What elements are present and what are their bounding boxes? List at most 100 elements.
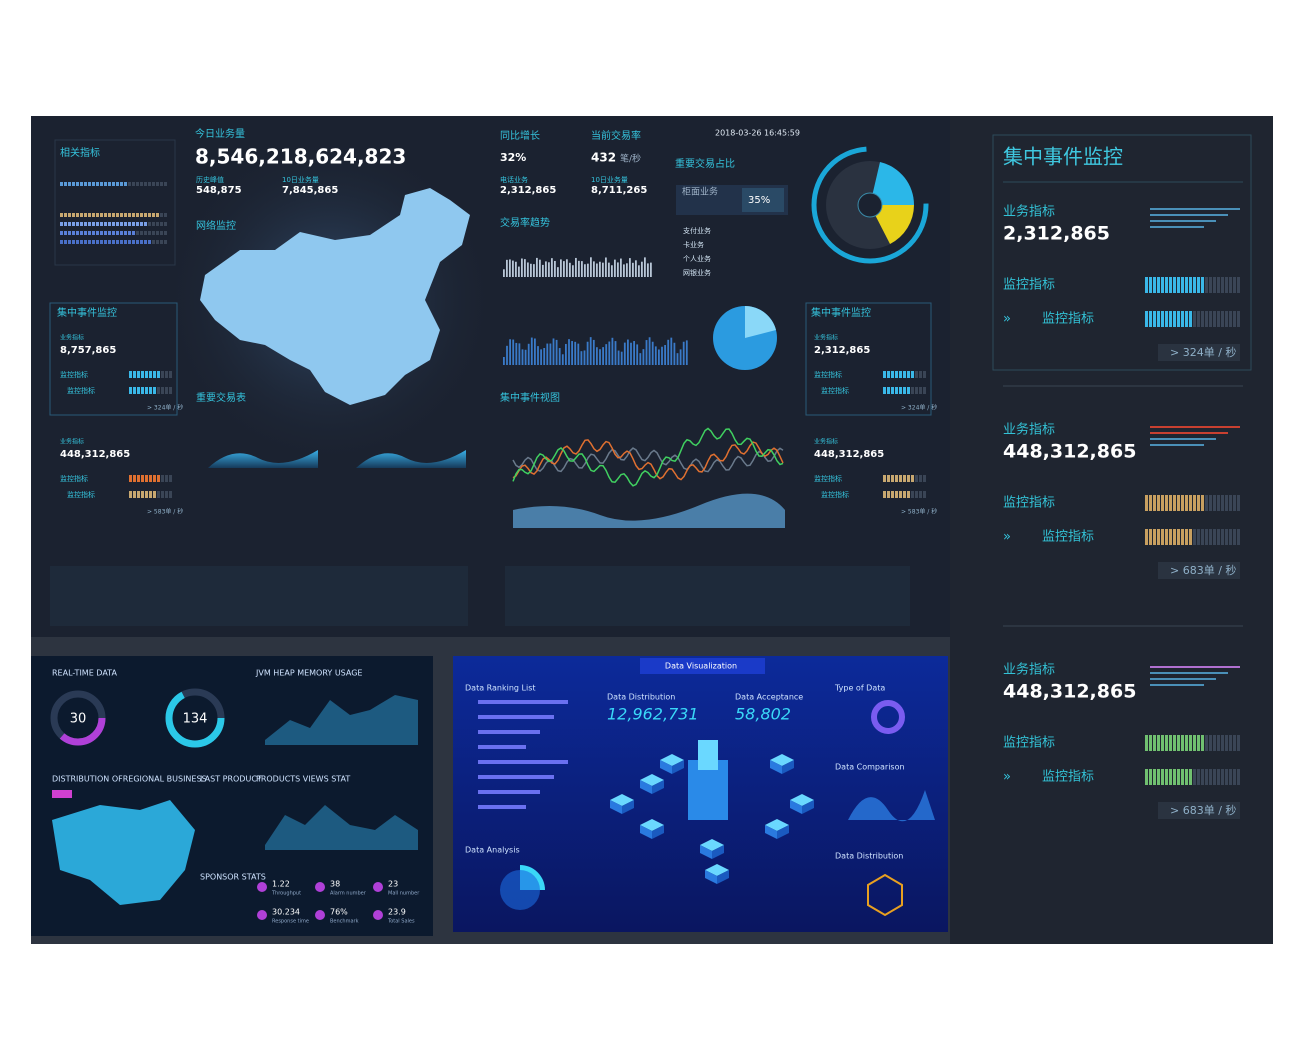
bar-segment	[120, 231, 123, 235]
label: 业务指标	[60, 334, 84, 342]
bar-segment	[116, 231, 119, 235]
cube-side	[700, 845, 712, 859]
label: 监控指标	[814, 474, 842, 483]
spark-bar	[676, 353, 679, 365]
bar-segment	[895, 387, 898, 394]
label: 监控指标	[60, 474, 88, 483]
bar-segment	[923, 491, 926, 498]
bar-segment	[1153, 277, 1156, 293]
line-series	[512, 447, 784, 473]
bar-segment	[88, 231, 91, 235]
label: 当前交易率	[591, 129, 641, 142]
bar-segment	[149, 491, 152, 498]
china-map	[200, 188, 470, 405]
bar-segment	[1205, 277, 1208, 293]
bar-segment	[1213, 735, 1216, 751]
bar-segment	[120, 240, 123, 244]
spark-bar	[587, 263, 589, 277]
spark-bar	[584, 264, 586, 277]
spark-bar	[617, 350, 620, 365]
bar-segment	[1217, 495, 1220, 511]
label: 监控指标	[821, 386, 849, 395]
bar-segment	[1161, 529, 1164, 545]
spark-bar	[623, 342, 626, 365]
spark-bar	[608, 262, 610, 277]
bar-segment	[1149, 277, 1152, 293]
cube-side	[652, 825, 664, 839]
bar-segment	[128, 231, 131, 235]
bar-segment	[92, 182, 95, 186]
bar-segment	[1173, 735, 1176, 751]
bar-segment	[148, 222, 151, 226]
bar-segment	[915, 491, 918, 498]
gauge-slice	[870, 205, 914, 244]
kpi-value: 38	[330, 880, 340, 889]
bar-segment	[887, 371, 890, 378]
panel	[49, 302, 178, 416]
bar-segment	[1165, 495, 1168, 511]
bar-segment	[76, 222, 79, 226]
spark-bar	[534, 338, 536, 365]
spark-bar	[644, 257, 646, 277]
bar-segment	[157, 475, 160, 482]
area-chart	[513, 493, 785, 528]
bar-segment	[1237, 277, 1240, 293]
bar-segment	[1165, 277, 1168, 293]
spark-bar	[611, 337, 614, 365]
value: 32%	[500, 151, 526, 164]
spark-bar	[574, 341, 577, 365]
spark-bar	[503, 357, 505, 365]
bar-segment	[112, 182, 115, 186]
rate: > 683单 / 秒	[1170, 803, 1236, 817]
bar-segment	[148, 213, 151, 217]
gauge-value: 30	[70, 712, 87, 727]
bar-segment	[80, 213, 83, 217]
bar-segment	[129, 387, 132, 394]
bar-segment	[1229, 735, 1232, 751]
spark-bar	[602, 262, 604, 277]
kpi-icon	[315, 910, 325, 920]
bar-segment	[1165, 769, 1168, 785]
value: 2,312,865	[1003, 223, 1110, 245]
bar-segment	[60, 213, 63, 217]
bar-segment	[891, 475, 894, 482]
spark-bar	[569, 262, 571, 277]
kpi-label: Benchmark	[330, 919, 359, 925]
title-bar	[640, 658, 765, 674]
bar-segment	[116, 213, 119, 217]
bar-segment	[1205, 735, 1208, 751]
share-tag	[742, 188, 784, 212]
bar-segment	[1153, 311, 1156, 327]
bar-segment	[883, 475, 886, 482]
bar-segment	[1197, 735, 1200, 751]
bar-segment	[140, 240, 143, 244]
spark-bar	[506, 345, 508, 365]
spark-bar	[530, 337, 533, 365]
bar-segment	[1157, 277, 1160, 293]
bar-segment	[84, 213, 87, 217]
bar-segment	[104, 240, 107, 244]
bar-segment	[137, 475, 140, 482]
bar-segment	[1237, 311, 1240, 327]
bar-segment	[1197, 529, 1200, 545]
bar-segment	[64, 240, 67, 244]
bar-segment	[160, 213, 163, 217]
rate: > 583单 / 秒	[147, 508, 183, 516]
spark-bar	[524, 349, 527, 365]
bar-segment	[1209, 277, 1212, 293]
bar-segment	[124, 240, 127, 244]
bar-segment	[1201, 769, 1204, 785]
region-map	[52, 800, 195, 905]
main-screen	[31, 116, 950, 637]
spark-bar	[596, 347, 598, 365]
kpi-icon	[257, 882, 267, 892]
bar-segment	[1237, 495, 1240, 511]
spark-bar	[561, 354, 564, 365]
bar-segment	[132, 240, 135, 244]
spark-bar	[593, 261, 595, 277]
bar-segment	[161, 475, 164, 482]
spark-bar	[629, 258, 631, 277]
bar-segment	[1201, 277, 1204, 293]
bar-segment	[1225, 735, 1228, 751]
